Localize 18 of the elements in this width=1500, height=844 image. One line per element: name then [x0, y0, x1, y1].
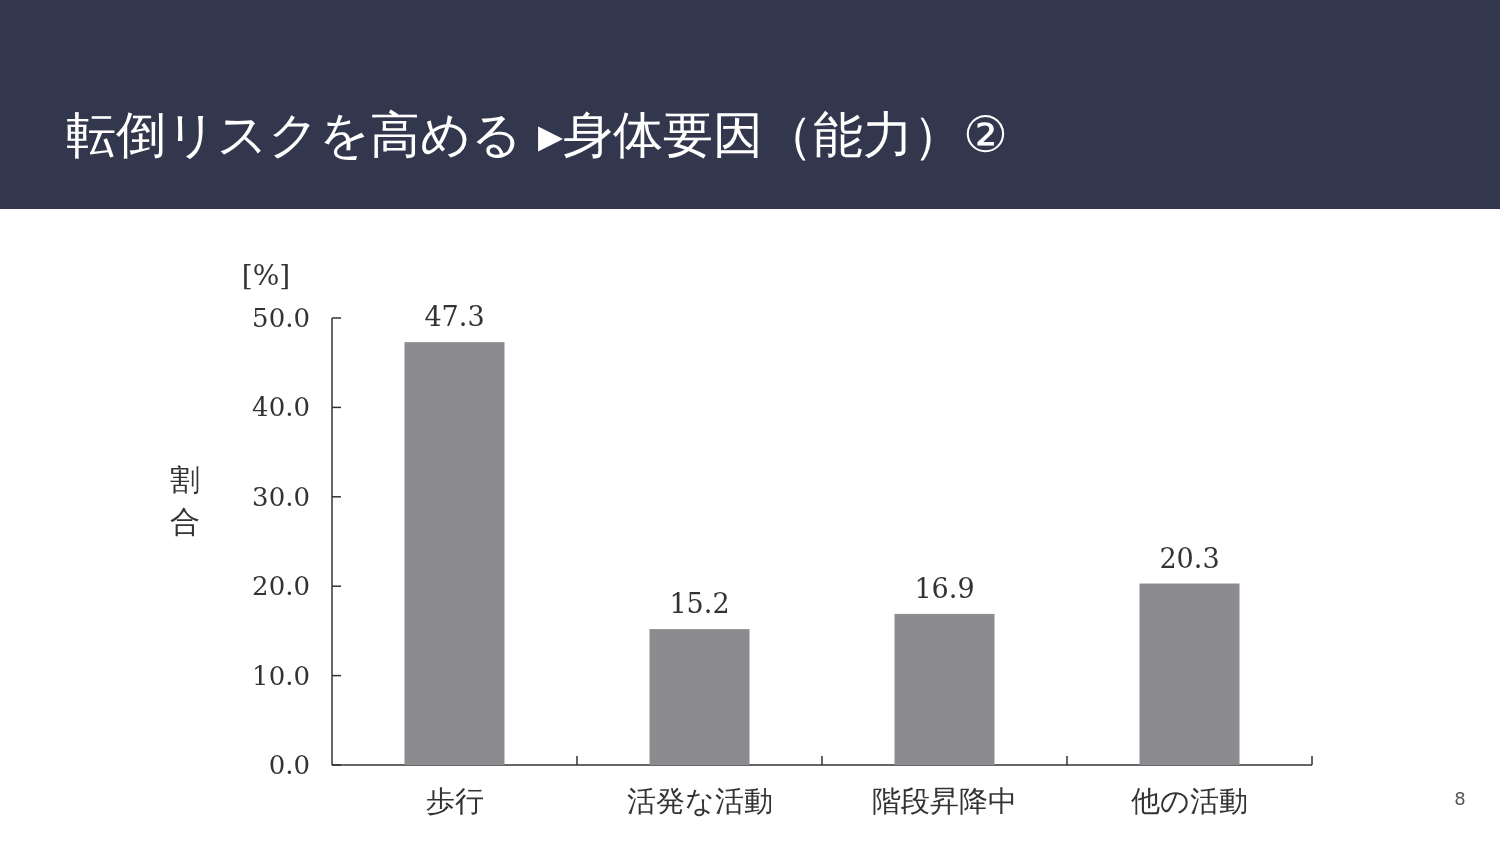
data-label: 20.3 [1159, 542, 1220, 574]
x-tick-label: 歩行 [425, 784, 484, 818]
y-tick-label: 40.0 [252, 392, 310, 423]
y-tick-label: 20.0 [252, 571, 310, 602]
y-tick-label: 0.0 [268, 750, 310, 780]
y-tick-label: 30.0 [252, 481, 310, 512]
x-tick-label: 他の活動 [1131, 784, 1248, 818]
text: 8 [1454, 788, 1466, 809]
data-label: 16.9 [914, 572, 975, 604]
x-tick-label: 活発な活動 [626, 784, 773, 818]
y-tick-label: 50.0 [252, 303, 310, 333]
y-tick-label: 10.0 [252, 660, 310, 691]
y-axis-title: 割合 [170, 462, 200, 539]
title: 転倒リスクを高める ▸身体要因（能力）② [66, 106, 1008, 164]
text: [%] [241, 259, 291, 292]
data-label: 47.3 [424, 301, 485, 333]
x-tick-label: 階段昇降中 [872, 784, 1017, 818]
data-label: 15.2 [669, 588, 730, 620]
